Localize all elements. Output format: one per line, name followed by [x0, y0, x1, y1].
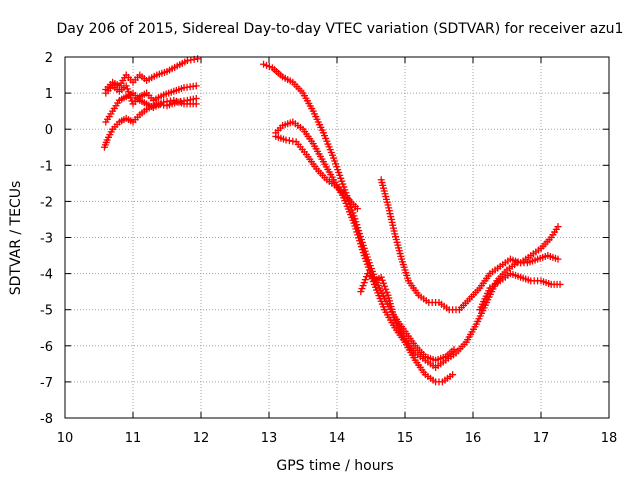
y-tick-label: -3 — [40, 232, 53, 247]
x-tick-label: 13 — [261, 431, 278, 446]
y-axis-label: SDTVAR / TECUs — [8, 181, 24, 296]
data-points — [100, 55, 564, 386]
x-tick-label: 10 — [57, 431, 74, 446]
y-tick-label: -5 — [40, 304, 53, 319]
x-tick-label: 12 — [193, 431, 210, 446]
series-track-d — [102, 55, 202, 93]
y-tick-label: -6 — [40, 340, 53, 355]
y-tick-label: -4 — [40, 268, 53, 283]
data-point — [361, 276, 369, 284]
series-track-c — [102, 82, 200, 108]
data-point — [127, 94, 135, 102]
data-point — [126, 91, 134, 99]
data-point — [194, 55, 202, 63]
x-tick-label: 15 — [397, 431, 414, 446]
data-point — [381, 282, 389, 290]
x-tick-label: 11 — [125, 431, 142, 446]
data-point — [377, 273, 385, 281]
data-point — [379, 279, 387, 287]
x-tick-label: 14 — [329, 431, 346, 446]
series-track-h — [357, 252, 562, 371]
series-track-b — [102, 89, 200, 126]
data-point — [122, 82, 130, 90]
series-track-e — [260, 60, 458, 364]
data-point — [357, 288, 365, 296]
data-point — [359, 282, 367, 290]
y-tick-label: 2 — [45, 51, 53, 66]
data-point — [449, 371, 457, 379]
data-point — [358, 285, 366, 293]
data-point — [360, 279, 368, 287]
y-tick-label: 0 — [45, 123, 53, 138]
y-tick-label: -7 — [40, 376, 53, 391]
y-tick-label: -1 — [40, 159, 53, 174]
chart-title: Day 206 of 2015, Sidereal Day-to-day VTE… — [57, 21, 624, 37]
grid-lines — [65, 57, 609, 418]
x-tick-label: 16 — [465, 431, 482, 446]
plot-frame — [64, 56, 610, 419]
x-axis-label: GPS time / hours — [276, 458, 393, 474]
y-tick-label: 1 — [45, 87, 53, 102]
y-tick-label: -2 — [40, 195, 53, 210]
series-track-i — [377, 176, 562, 314]
x-tick-label: 18 — [601, 431, 618, 446]
data-point — [378, 276, 386, 284]
data-point — [556, 280, 564, 288]
series-track-g — [272, 132, 361, 213]
data-point — [554, 223, 562, 231]
data-point — [192, 82, 200, 90]
data-point — [124, 88, 132, 96]
series-track-j — [476, 270, 564, 314]
data-point — [192, 100, 200, 108]
data-point — [554, 255, 562, 263]
data-point — [382, 285, 390, 293]
data-point — [383, 288, 391, 296]
data-point — [123, 85, 131, 93]
data-point — [353, 205, 361, 213]
x-tick-label: 17 — [533, 431, 550, 446]
y-tick-label: -8 — [40, 412, 53, 427]
